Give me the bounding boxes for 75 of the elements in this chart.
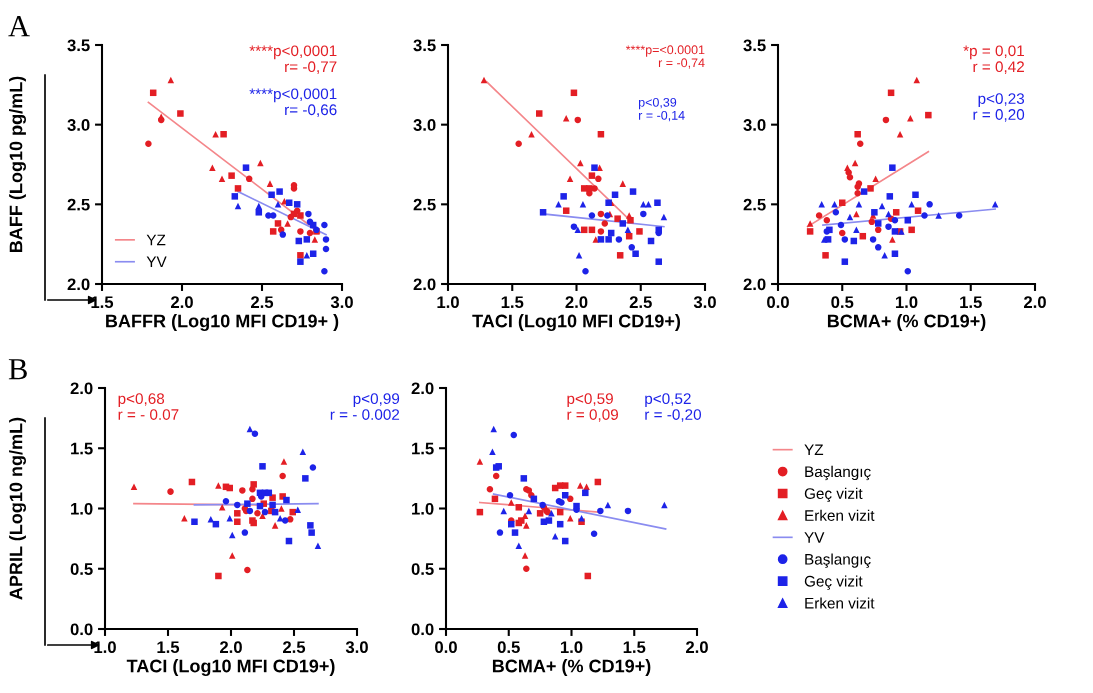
x-tick-label: 3.0 bbox=[330, 296, 353, 309]
y-tick-label: 2.0 bbox=[411, 382, 434, 395]
x-tick-label: 0.0 bbox=[435, 641, 457, 654]
x-tick-label: 0.0 bbox=[767, 296, 789, 309]
text: B bbox=[8, 359, 27, 380]
annotation: ****p=<0.0001 r = -0,74 bbox=[625, 45, 705, 69]
y-tick-label: 3.0 bbox=[413, 119, 436, 131]
annotation: p<0,59 r = 0,09 bbox=[567, 393, 618, 422]
x-tick-label: 1.0 bbox=[895, 296, 918, 309]
annotation: *p = 0,01 r = 0,42 bbox=[963, 45, 1024, 74]
y-tick-label: 0.5 bbox=[70, 563, 93, 575]
y-tick-label: 2.5 bbox=[743, 198, 766, 211]
legend-label: YZ bbox=[146, 234, 166, 246]
x-tick-label: 2.0 bbox=[1023, 296, 1046, 309]
legend-label: YV bbox=[146, 256, 167, 268]
x-axis-title: TACI (Log10 MFI CD19+) bbox=[472, 314, 681, 332]
y-tick-label: 3.5 bbox=[413, 39, 436, 52]
legend-label: Erken vizit bbox=[805, 509, 875, 521]
x-axis-title: BCMA+ (% CD19+) bbox=[492, 659, 651, 676]
x-tick-label: 2.5 bbox=[282, 641, 306, 654]
x-tick-label: 1.5 bbox=[960, 296, 982, 309]
y-tick-label: 0.0 bbox=[70, 623, 93, 636]
legend-label: YZ bbox=[804, 444, 824, 456]
x-tick-label: 1.0 bbox=[437, 296, 459, 309]
x-tick-label: 3.0 bbox=[693, 296, 716, 309]
x-tick-label: 3.0 bbox=[345, 641, 368, 654]
y-tick-label: 2.0 bbox=[743, 278, 766, 291]
x-tick-label: 2.5 bbox=[250, 296, 274, 309]
x-tick-label: 1.5 bbox=[91, 296, 114, 309]
annotation: p<0,52 r = -0,20 bbox=[645, 393, 702, 422]
legend-label: Başlangıç bbox=[805, 465, 871, 481]
y-tick-label: 3.0 bbox=[67, 119, 90, 131]
x-tick-label: 2.0 bbox=[219, 641, 242, 654]
x-axis-title: BCMA+ (% CD19+) bbox=[827, 314, 986, 331]
x-tick-label: 1.5 bbox=[623, 641, 646, 654]
y-tick-label: 3.5 bbox=[67, 39, 90, 52]
y-tick-label: 1.0 bbox=[412, 502, 434, 515]
y-tick-label: 1.5 bbox=[71, 442, 93, 455]
x-tick-label: 1.5 bbox=[501, 296, 524, 309]
annotation: ****p<0,0001 r= -0,77 bbox=[249, 45, 337, 74]
x-tick-label: 2.0 bbox=[565, 296, 588, 309]
y-tick-label: 2.0 bbox=[413, 278, 436, 291]
y-tick-label: 3.5 bbox=[743, 39, 766, 52]
y-axis-title: BAFF (Log10 pg/mL) bbox=[9, 76, 26, 253]
y-tick-label: 1.0 bbox=[71, 502, 93, 515]
x-tick-label: 2.0 bbox=[685, 641, 708, 654]
x-tick-label: 1.0 bbox=[94, 641, 116, 654]
text: A bbox=[8, 16, 30, 37]
x-tick-label: 2.0 bbox=[170, 296, 193, 309]
x-tick-label: 0.5 bbox=[497, 641, 520, 654]
y-tick-label: 1.5 bbox=[412, 442, 434, 455]
x-axis-title: TACI (Log10 MFI CD19+) bbox=[126, 659, 335, 677]
legend-label: Geç vizit bbox=[804, 575, 863, 590]
x-tick-label: 1.5 bbox=[157, 641, 180, 654]
legend-label: Erken vizit bbox=[805, 597, 875, 609]
y-tick-label: 0.5 bbox=[411, 563, 434, 575]
y-tick-label: 2.5 bbox=[67, 198, 90, 211]
y-tick-label: 2.0 bbox=[67, 278, 90, 291]
annotation: ****p<0,0001 r= -0,66 bbox=[249, 88, 337, 117]
y-tick-label: 0.0 bbox=[411, 623, 434, 636]
x-tick-label: 0.5 bbox=[831, 296, 854, 309]
y-tick-label: 3.0 bbox=[743, 119, 766, 131]
annotation: p<0,39 r = -0,14 bbox=[638, 97, 685, 122]
legend-label: YV bbox=[804, 532, 825, 543]
annotation: p<0,68 r = - 0.07 bbox=[118, 393, 179, 420]
y-axis-title: APRIL (Log10 ng/mL) bbox=[9, 417, 26, 600]
legend-label: Geç vizit bbox=[804, 487, 863, 503]
annotation: p<0,99 r = - 0.002 bbox=[330, 393, 400, 420]
annotation: p<0,23 r = 0,20 bbox=[973, 93, 1025, 122]
x-axis-title: BAFFR (Log10 MFI CD19+ ) bbox=[106, 314, 339, 332]
x-tick-label: 2.5 bbox=[629, 296, 652, 309]
legend-label: Başlangıç bbox=[805, 553, 871, 568]
y-tick-label: 2.0 bbox=[70, 382, 93, 395]
x-tick-label: 1.0 bbox=[560, 641, 583, 654]
y-tick-label: 2.5 bbox=[413, 198, 436, 211]
